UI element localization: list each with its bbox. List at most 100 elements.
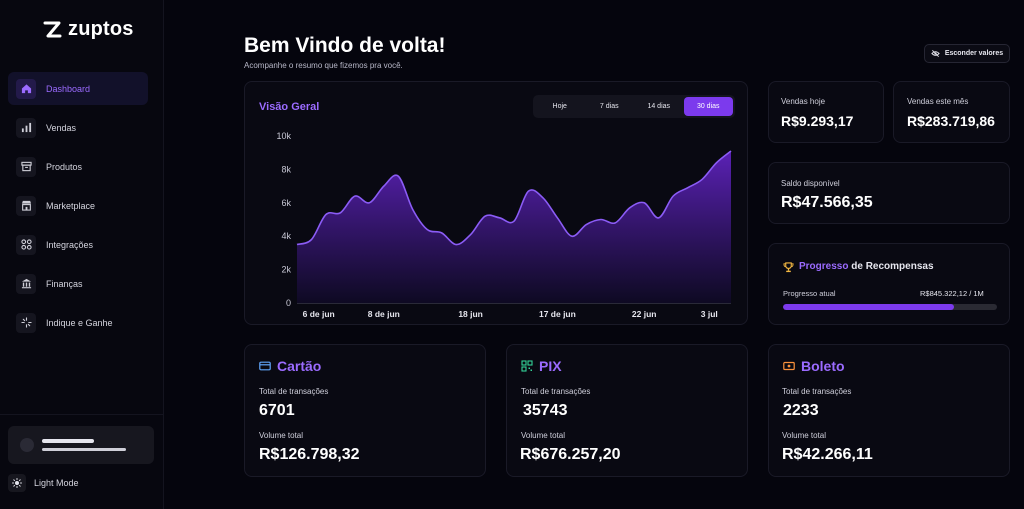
rewards-title: Progresso de Recompensas: [799, 261, 934, 272]
sidebar-item-indique-e-ganhe[interactable]: Indique e Ganhe: [8, 306, 148, 339]
x-tick-label: 8 de jun: [368, 309, 400, 319]
hide-values-button[interactable]: Esconder valores: [924, 44, 1010, 63]
sales-month-value: R$283.719,86: [907, 113, 995, 129]
overview-title: Visão Geral: [259, 101, 320, 113]
balance-card: Saldo disponível R$47.566,35: [768, 162, 1010, 224]
sidebar-item-label: Indique e Ganhe: [46, 317, 113, 328]
sidebar-divider: [0, 414, 163, 415]
chart-area: [297, 151, 731, 303]
light-mode-label: Light Mode: [34, 478, 79, 488]
sidebar-item-produtos[interactable]: Produtos: [8, 150, 148, 183]
sidebar-item-dashboard[interactable]: Dashboard: [8, 72, 148, 105]
sales-today-value: R$9.293,17: [781, 113, 854, 129]
home-icon: [16, 78, 36, 99]
tab-7-dias[interactable]: 7 dias: [599, 103, 619, 110]
sun-icon: [8, 474, 26, 492]
sidebar-item-vendas[interactable]: Vendas: [8, 111, 148, 144]
y-tick-label: 10k: [276, 131, 291, 141]
user-name-placeholder: [42, 439, 94, 443]
payment-card-boleto: Boleto Total de transações 2233 Volume t…: [768, 344, 1010, 477]
y-tick-label: 6k: [281, 198, 291, 208]
overview-card: Visão Geral Hoje 7 dias 14 dias 30 dias …: [244, 81, 748, 325]
x-tick-label: 17 de jun: [539, 309, 576, 319]
y-tick-label: 0: [286, 298, 291, 308]
rewards-progress-fill: [783, 304, 955, 310]
sidebar-item-marketplace[interactable]: Marketplace: [8, 189, 148, 222]
sidebar-item-label: Produtos: [46, 161, 83, 172]
volume-value: R$676.257,20: [520, 446, 621, 463]
qr-icon: [521, 360, 533, 372]
transactions-label: Total de transações: [259, 387, 329, 396]
transactions-value: 35743: [523, 402, 568, 419]
rewards-title-primary: Progresso: [799, 261, 849, 272]
y-tick-label: 8k: [281, 164, 291, 174]
card-icon: [259, 361, 271, 371]
overview-area-chart: 0 2k 4k 6k 8k 10k 6 de jun 8 de jun 18 jun 17 de…: [276, 131, 732, 319]
rewards-title-secondary: de Recompensas: [851, 261, 934, 272]
sidebar: zuptos Dashboard Vendas Produtos Marketp…: [0, 0, 164, 509]
transactions-value: 6701: [259, 402, 295, 419]
bar-chart-icon: [16, 117, 36, 138]
x-tick-label: 6 de jun: [303, 309, 335, 319]
period-tabs: Hoje 7 dias 14 dias 30 dias: [533, 95, 735, 118]
logo[interactable]: zuptos: [42, 18, 134, 41]
sidebar-item-label: Dashboard: [46, 83, 91, 94]
rewards-progress-bar: [783, 304, 997, 310]
payment-title: Cartão: [277, 358, 322, 374]
volume-value: R$126.798,32: [259, 446, 360, 463]
sales-month-card: Vendas este mês R$283.719,86: [893, 81, 1010, 143]
chart-series-line: [296, 150, 732, 246]
transactions-label: Total de transações: [521, 387, 591, 396]
x-tick-label: 22 jun: [632, 309, 657, 319]
y-tick-label: 2k: [281, 265, 291, 275]
transactions-label: Total de transações: [782, 387, 852, 396]
rewards-current-label: Progresso atual: [783, 289, 836, 298]
zuptos-logo-icon: [43, 21, 62, 37]
avatar: [20, 438, 34, 452]
bank-icon: [16, 273, 36, 294]
grid-icon: [16, 234, 36, 255]
sidebar-nav: Dashboard Vendas Produtos Marketplace In…: [8, 72, 148, 345]
sidebar-item-label: Vendas: [46, 122, 77, 133]
tab-14-dias[interactable]: 14 dias: [647, 103, 671, 110]
hide-values-label: Esconder valores: [944, 50, 1004, 57]
payment-card-cartao: Cartão Total de transações 6701 Volume t…: [244, 344, 486, 477]
page-title: Bem Vindo de volta!: [244, 34, 446, 57]
volume-label: Volume total: [782, 431, 827, 440]
y-tick-label: 4k: [281, 231, 291, 241]
x-tick-label: 18 jun: [458, 309, 483, 319]
rewards-current-value: R$845.322,12 / 1M: [920, 289, 984, 298]
sidebar-item-financas[interactable]: Finanças: [8, 267, 148, 300]
ticket-icon: [783, 361, 795, 371]
brand-name: zuptos: [68, 18, 134, 40]
payment-card-pix: PIX Total de transações 35743 Volume tot…: [506, 344, 748, 477]
rewards-card: Progresso de Recompensas Progresso atual…: [768, 243, 1010, 325]
x-tick-label: 3 jul: [701, 309, 718, 319]
page-subtitle: Acompanhe o resumo que fizemos pra você.: [244, 61, 403, 70]
volume-value: R$42.266,11: [782, 446, 873, 463]
payment-title: PIX: [539, 358, 562, 374]
sidebar-item-label: Finanças: [46, 278, 83, 289]
sidebar-item-label: Integrações: [46, 239, 94, 250]
store-icon: [16, 195, 36, 216]
tab-30-dias[interactable]: 30 dias: [683, 97, 733, 116]
user-profile-card[interactable]: [8, 426, 154, 464]
balance-label: Saldo disponível: [781, 179, 840, 188]
sales-today-card: Vendas hoje R$9.293,17: [768, 81, 884, 143]
sidebar-item-integracoes[interactable]: Integrações: [8, 228, 148, 261]
eye-off-icon: [931, 50, 940, 57]
volume-label: Volume total: [259, 431, 304, 440]
sparkle-icon: [16, 312, 36, 333]
tab-hoje[interactable]: Hoje: [552, 103, 567, 110]
box-icon: [16, 156, 36, 177]
transactions-value: 2233: [783, 402, 819, 419]
user-email-placeholder: [42, 448, 126, 451]
trophy-icon: [783, 262, 794, 273]
sales-month-label: Vendas este mês: [907, 97, 969, 106]
payment-title: Boleto: [801, 358, 845, 374]
balance-value: R$47.566,35: [781, 194, 873, 211]
sidebar-item-label: Marketplace: [46, 200, 96, 211]
volume-label: Volume total: [521, 431, 566, 440]
light-mode-toggle[interactable]: Light Mode: [8, 474, 79, 492]
sales-today-label: Vendas hoje: [781, 97, 826, 106]
